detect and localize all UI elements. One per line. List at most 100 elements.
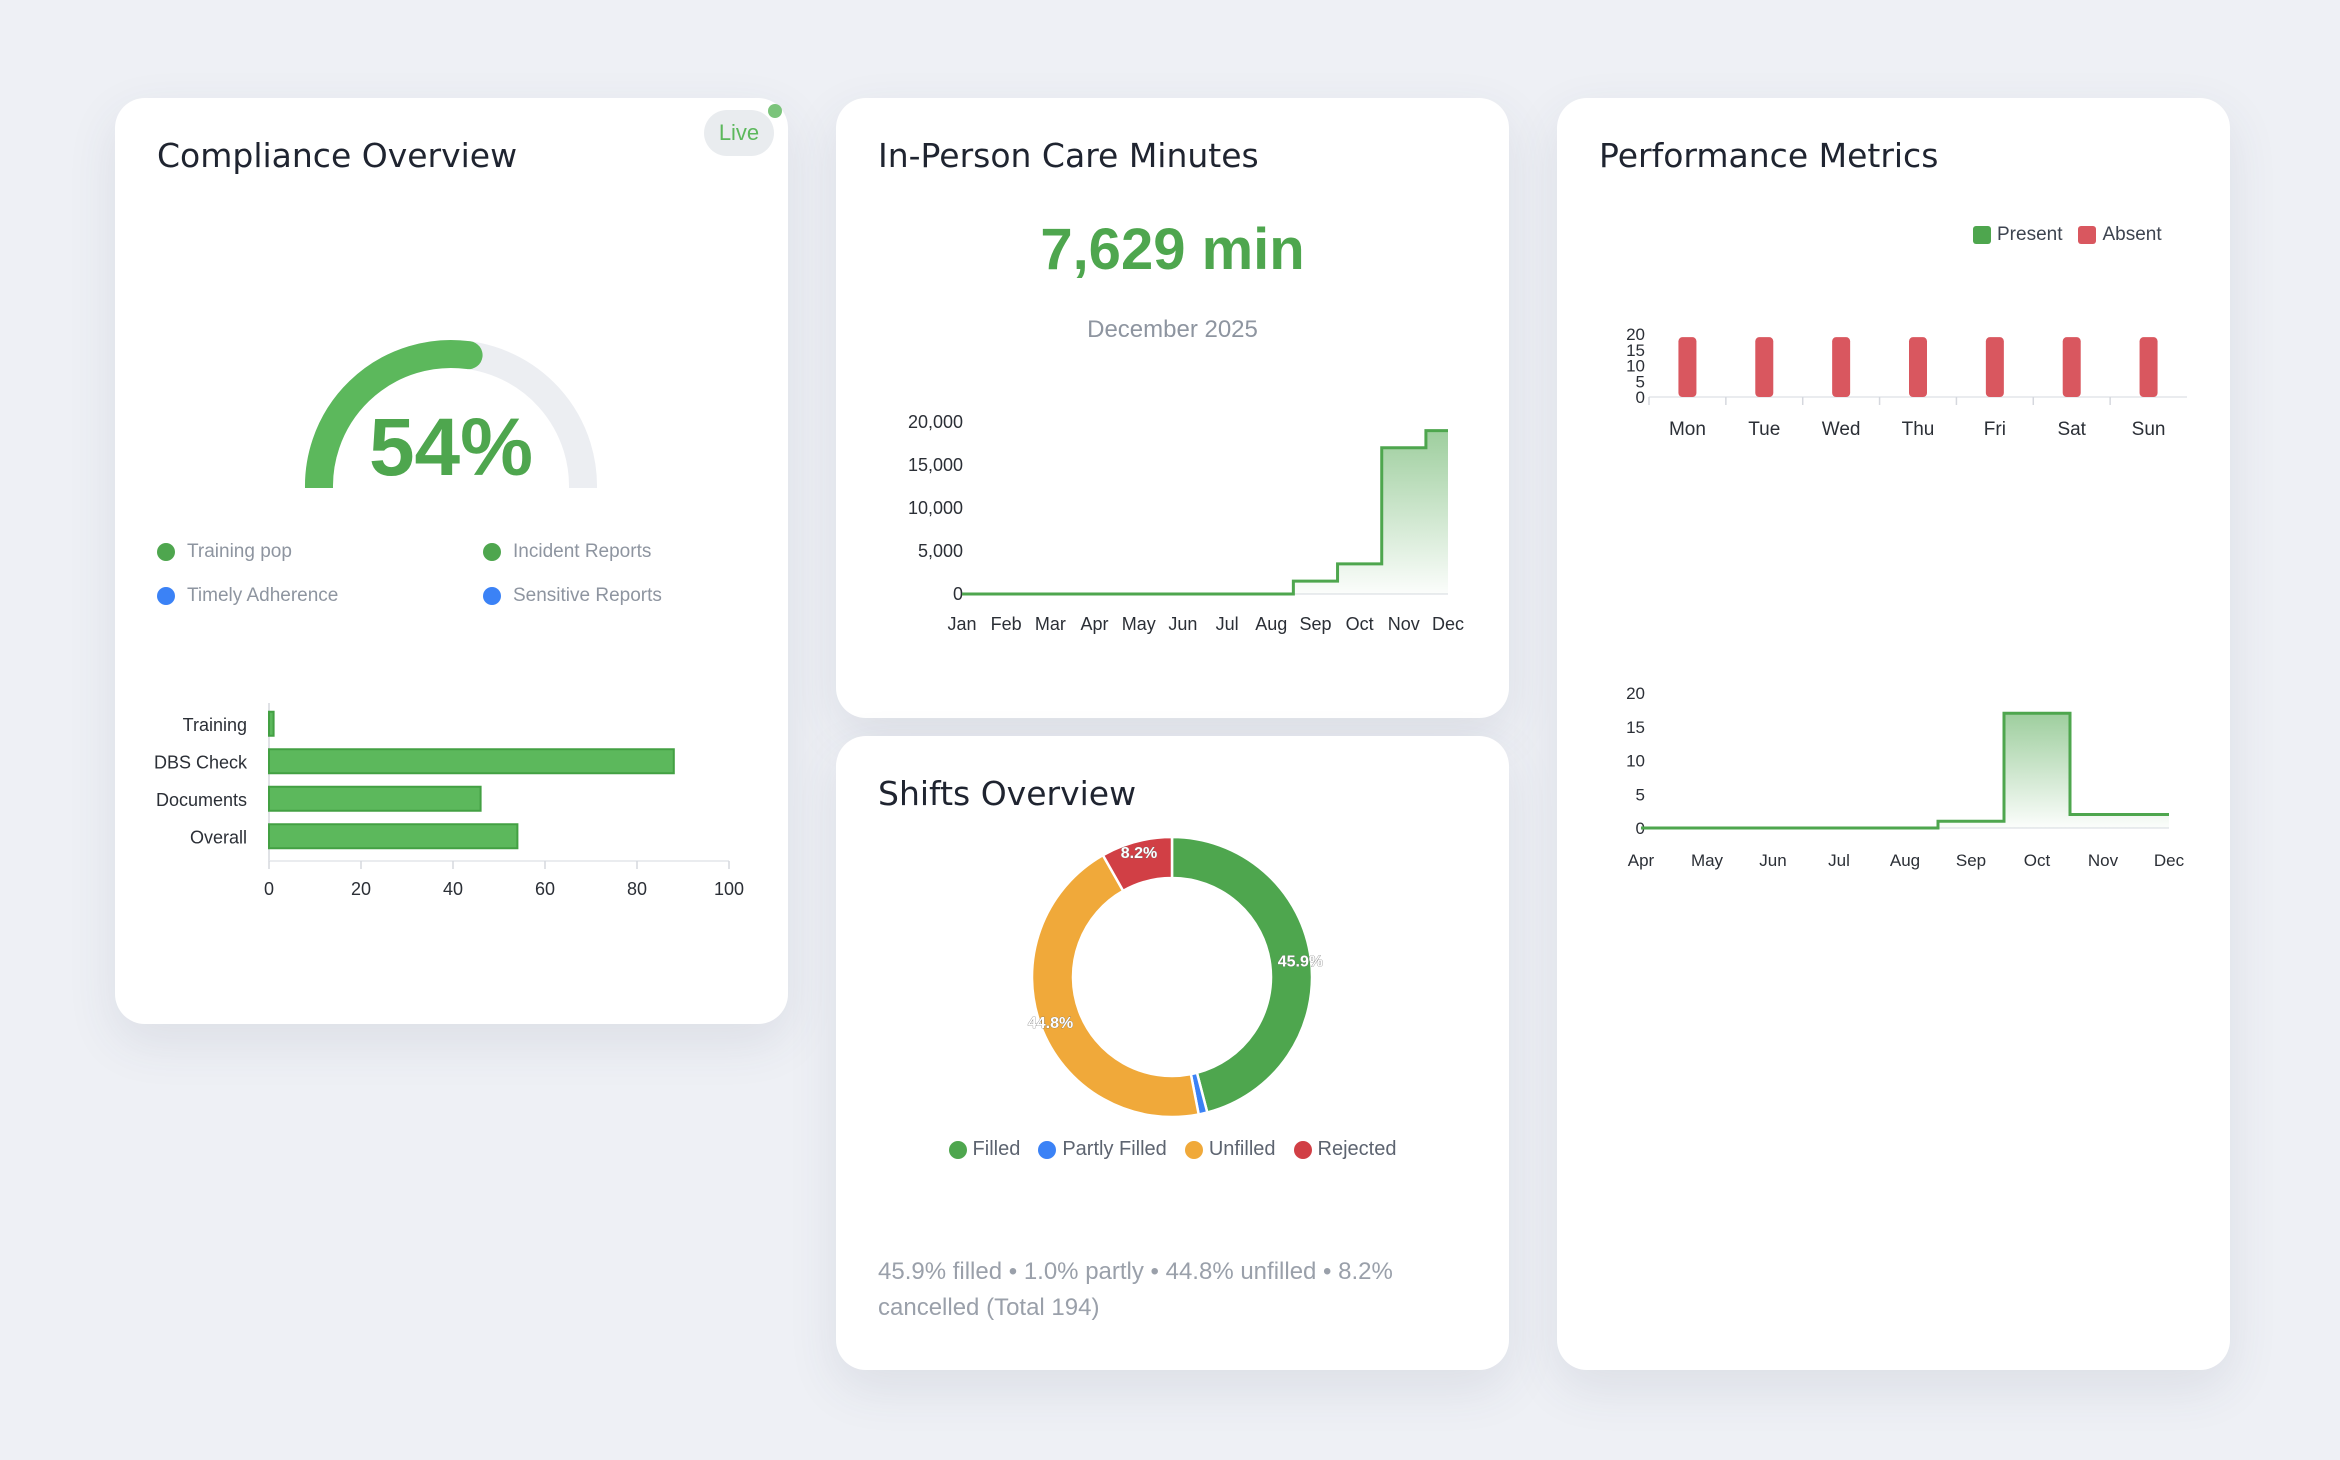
live-badge: Live xyxy=(704,104,782,156)
legend-label: Training pop xyxy=(187,541,292,562)
donut-label-filled: 45.9% xyxy=(1278,954,1323,971)
x-tick-label-sun: Sun xyxy=(2132,419,2166,440)
bar-label-overall: Overall xyxy=(190,827,247,847)
legend-dot xyxy=(1038,1140,1057,1159)
series-area xyxy=(962,430,1448,594)
y-tick-label: 0 xyxy=(953,584,963,604)
legend-label: Filled xyxy=(972,1138,1021,1160)
legend-item-sensitive-reports: Sensitive Reports xyxy=(483,585,662,607)
x-tick-label-aug: Aug xyxy=(1890,851,1920,870)
y-tick-label: 10 xyxy=(1626,357,1645,376)
x-tick-label-oct: Oct xyxy=(1346,614,1374,634)
x-tick-label-nov: Nov xyxy=(2088,851,2119,870)
series-line xyxy=(962,429,1448,596)
x-tick-label: 40 xyxy=(443,879,463,899)
bar-training xyxy=(268,710,275,737)
x-tick-label-dec: Dec xyxy=(1432,614,1464,634)
x-tick-label-jul: Jul xyxy=(1828,851,1850,870)
legend-label: Rejected xyxy=(1317,1138,1397,1160)
legend-label: Partly Filled xyxy=(1062,1138,1167,1160)
shifts-summary: 45.9% filled • 1.0% partly • 44.8% unfil… xyxy=(878,1258,1393,1321)
donut-legend-filled: Filled xyxy=(948,1138,1021,1161)
care-minutes-card: In-Person Care Minutes 7,629 min Decembe… xyxy=(836,98,1509,718)
donut-slice-filled xyxy=(1170,835,1314,1115)
legend-item-timely-adherence: Timely Adherence xyxy=(157,585,338,607)
performance-metrics-card: Performance Metrics Present Absent 20 15 10… xyxy=(1557,98,2230,1370)
performance-legend: Present Absent xyxy=(1973,224,2162,246)
x-tick-label-may: May xyxy=(1122,614,1156,634)
bar-label-documents: Documents xyxy=(156,790,247,810)
x-tick-label-apr: Apr xyxy=(1081,614,1109,634)
x-tick-label-sat: Sat xyxy=(2057,419,2086,440)
y-tick-label: 0 xyxy=(1636,819,1645,838)
legend-dot xyxy=(948,1140,967,1159)
legend-dot xyxy=(157,587,175,605)
legend-label: Absent xyxy=(2102,224,2162,245)
donut-slice-rejected xyxy=(1101,835,1174,893)
bar-absent-mon xyxy=(1678,337,1697,397)
compliance-gauge: 54% xyxy=(305,340,597,488)
x-tick-label-wed: Wed xyxy=(1822,419,1861,440)
series-line xyxy=(1641,711,2169,830)
donut-slice-unfilled xyxy=(1030,853,1201,1119)
compliance-title: Compliance Overview xyxy=(157,136,518,175)
y-tick-label: 20,000 xyxy=(908,412,963,432)
y-tick-label: 15,000 xyxy=(908,455,963,475)
x-tick-label: 0 xyxy=(264,879,274,899)
legend-dot xyxy=(1293,1140,1312,1159)
x-tick-label-may: May xyxy=(1691,851,1724,870)
legend-item-incident-reports: Incident Reports xyxy=(483,541,651,563)
bar-overall xyxy=(268,823,519,850)
y-tick-label: 0 xyxy=(1636,388,1645,407)
bar-absent-fri xyxy=(1985,337,2004,397)
x-tick-label-jun: Jun xyxy=(1168,614,1197,634)
shifts-overview-card: Shifts Overview 45.9% 44.8% 8.2% Filled Par… xyxy=(836,736,1509,1370)
x-tick-label-aug: Aug xyxy=(1255,614,1287,634)
x-tick-label-jun: Jun xyxy=(1759,851,1786,870)
shifts-donut-chart: 45.9% 44.8% 8.2% xyxy=(1028,835,1323,1119)
shifts-title: Shifts Overview xyxy=(878,774,1137,813)
donut-legend-unfilled: Unfilled xyxy=(1184,1138,1276,1161)
bar-dbs-check xyxy=(268,748,675,775)
legend-label: Sensitive Reports xyxy=(513,585,662,606)
legend-dot xyxy=(157,543,175,561)
y-tick-label: 20 xyxy=(1626,325,1645,344)
bar-absent-wed xyxy=(1832,337,1851,397)
legend-dot xyxy=(483,587,501,605)
legend-label: Present xyxy=(1997,224,2063,245)
series-area xyxy=(1641,713,2169,828)
perf-legend-absent[interactable]: Absent xyxy=(2078,224,2162,246)
shifts-legend: Filled Partly Filled Unfilled Rejected xyxy=(836,1138,1509,1161)
perf-legend-present[interactable]: Present xyxy=(1973,224,2062,246)
donut-label-rejected: 8.2% xyxy=(1121,845,1157,862)
x-tick-label-jul: Jul xyxy=(1216,614,1239,634)
y-tick-label: 5 xyxy=(1636,785,1645,804)
bar-absent-thu xyxy=(1909,337,1927,397)
compliance-bar-chart: Training DBS Check Documents Overall 0 20 40 60… xyxy=(154,703,744,899)
care-minutes-title: In-Person Care Minutes xyxy=(878,136,1259,175)
donut-label-unfilled: 44.8% xyxy=(1028,1015,1073,1032)
care-minutes-period: December 2025 xyxy=(1087,316,1258,343)
x-tick-label-sep: Sep xyxy=(1299,614,1331,634)
y-tick-label: 5,000 xyxy=(918,541,963,561)
x-tick-label-nov: Nov xyxy=(1388,614,1420,634)
x-tick-label-fri: Fri xyxy=(1984,419,2006,440)
legend-swatch xyxy=(2078,226,2097,244)
x-tick-label-oct: Oct xyxy=(2024,851,2051,870)
legend-label: Unfilled xyxy=(1208,1138,1276,1160)
legend-item-training-pop: Training pop xyxy=(157,541,292,563)
x-tick-label-mar: Mar xyxy=(1035,614,1066,634)
y-tick-label: 5 xyxy=(1636,372,1645,391)
bar-absent-tue xyxy=(1755,337,1774,397)
y-tick-label: 10,000 xyxy=(908,498,963,518)
legend-dot xyxy=(1184,1140,1203,1159)
legend-dot xyxy=(483,543,501,561)
legend-label: Timely Adherence xyxy=(187,585,339,606)
x-tick-label-jan: Jan xyxy=(947,614,976,634)
gauge-fill xyxy=(305,340,483,488)
bar-absent-sat xyxy=(2062,337,2081,397)
x-tick-label-thu: Thu xyxy=(1902,419,1935,440)
gauge-value: 54% xyxy=(369,402,533,488)
donut-legend-rejected: Rejected xyxy=(1293,1138,1397,1161)
x-tick-label-feb: Feb xyxy=(991,614,1022,634)
